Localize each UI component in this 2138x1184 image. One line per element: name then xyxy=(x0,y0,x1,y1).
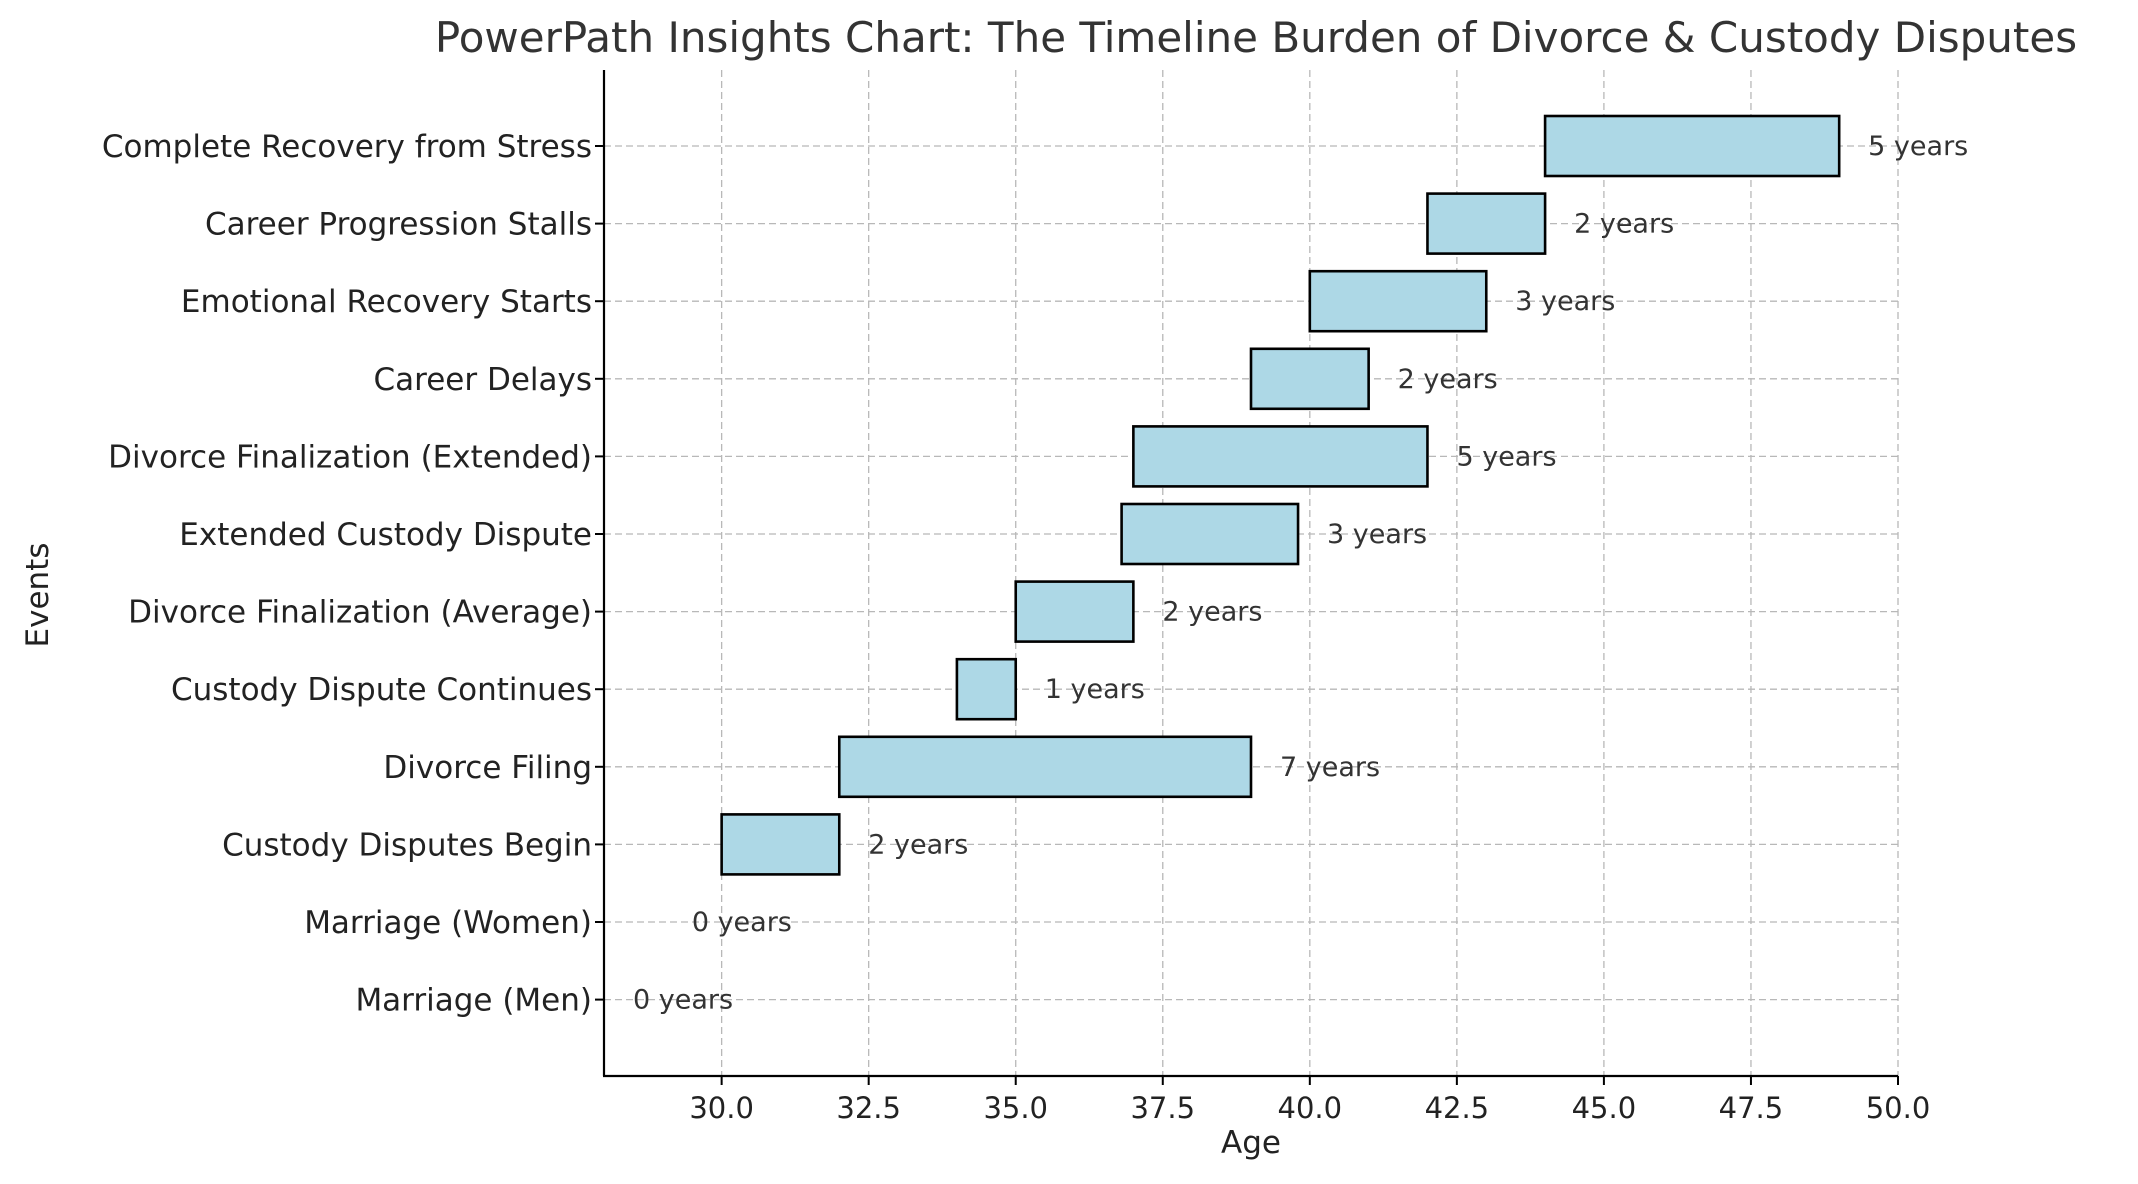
chart-title: PowerPath Insights Chart: The Timeline B… xyxy=(435,13,2077,62)
data-label: 3 years xyxy=(1515,286,1615,317)
data-label: 1 years xyxy=(1045,674,1145,705)
y-tick-label: Career Progression Stalls xyxy=(205,207,592,243)
data-label: 2 years xyxy=(1574,209,1674,240)
grid-lines xyxy=(604,70,1899,1076)
y-tick-label: Custody Disputes Begin xyxy=(222,827,592,863)
y-tick-label: Marriage (Women) xyxy=(304,905,592,941)
data-label: 0 years xyxy=(692,907,792,938)
x-tick-label: 40.0 xyxy=(1278,1091,1343,1125)
data-label: 5 years xyxy=(1456,441,1556,472)
data-label: 7 years xyxy=(1280,752,1380,783)
bar xyxy=(1132,425,1429,488)
x-tick-label: 47.5 xyxy=(1719,1091,1784,1125)
bar xyxy=(1014,580,1135,643)
x-tick-label: 42.5 xyxy=(1425,1091,1490,1125)
x-tick-label: 32.5 xyxy=(836,1091,901,1125)
y-tick-label: Divorce Finalization (Extended) xyxy=(108,439,592,475)
y-axis-label: Events xyxy=(20,543,56,648)
data-label: 3 years xyxy=(1327,519,1427,550)
bar xyxy=(837,735,1253,799)
y-tick-label: Extended Custody Dispute xyxy=(179,517,592,553)
data-label: 2 years xyxy=(1398,364,1498,395)
y-tick-label: Emotional Recovery Starts xyxy=(181,284,592,320)
y-tick-label: Divorce Filing xyxy=(383,750,592,786)
x-tick-label: 30.0 xyxy=(689,1091,754,1125)
data-label: 5 years xyxy=(1868,131,1968,162)
x-tick-label: 45.0 xyxy=(1572,1091,1637,1125)
y-tick-labels: Marriage (Men) Marriage (Women) Custody Di… xyxy=(102,129,604,1019)
y-tick-label: Marriage (Men) xyxy=(355,983,592,1019)
bar xyxy=(1426,192,1547,255)
bar xyxy=(720,813,841,876)
bar xyxy=(1543,114,1841,178)
bar xyxy=(1249,347,1370,411)
bar xyxy=(1120,502,1300,566)
x-tick-label: 35.0 xyxy=(983,1091,1048,1125)
x-axis-label: Age xyxy=(1221,1125,1281,1161)
data-labels: 0 years 0 years 2 years 7 years 1 years 2 yea… xyxy=(633,131,1968,1016)
bar xyxy=(1308,269,1488,333)
data-label: 0 years xyxy=(633,985,733,1016)
y-tick-label: Complete Recovery from Stress xyxy=(102,129,592,165)
y-tick-label: Divorce Finalization (Average) xyxy=(128,595,592,631)
data-label: 2 years xyxy=(868,829,968,860)
data-label: 2 years xyxy=(1162,597,1262,628)
y-tick-label: Custody Dispute Continues xyxy=(171,672,592,708)
x-tick-label: 37.5 xyxy=(1130,1091,1195,1125)
y-tick-label: Career Delays xyxy=(374,362,593,398)
x-tick-labels: 30.0 32.5 35.0 37.5 40.0 42.5 45.0 47.5 50.0 xyxy=(689,1076,1930,1125)
bar xyxy=(955,657,1018,721)
bars xyxy=(720,114,1841,876)
x-tick-label: 50.0 xyxy=(1866,1091,1931,1125)
